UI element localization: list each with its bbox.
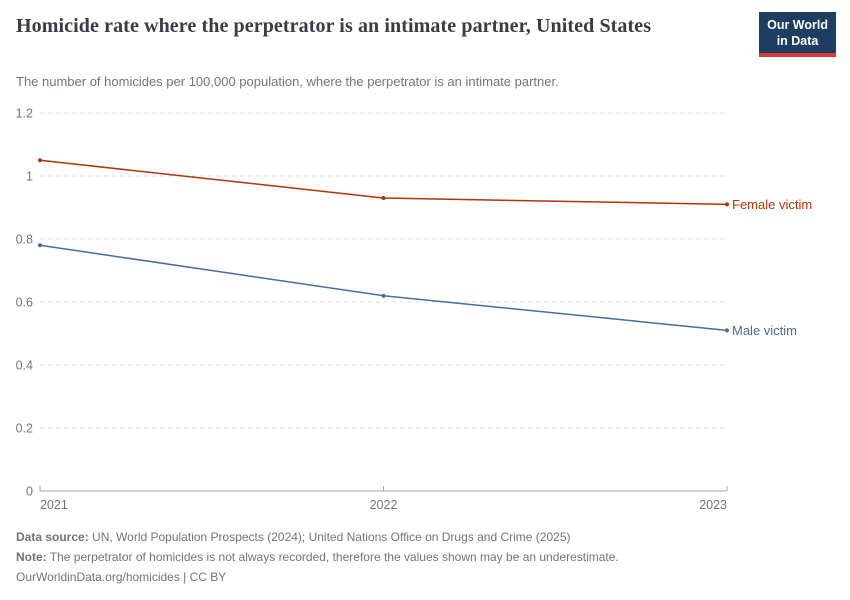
owid-logo-line1: Our World <box>767 18 828 32</box>
x-tick-label: 2022 <box>370 498 398 512</box>
line-chart-canvas: 0 0.2 0.4 0.6 0.8 1 1.2 2021 2022 2023 Female vict… <box>16 107 813 513</box>
data-point-female-victim[interactable] <box>38 158 42 163</box>
owid-logo-line2: in Data <box>776 33 819 48</box>
data-source-text: UN, World Population Prospects (2024); U… <box>88 530 571 544</box>
owid-logo[interactable]: Our World in Data <box>759 12 836 58</box>
x-tick-label: 2021 <box>40 498 68 512</box>
series-label-female-victim[interactable]: Female victim <box>732 197 812 212</box>
attribution-line: OurWorldinData.org/homicides | CC BY <box>16 570 227 584</box>
page-title: Homicide rate where the perpetrator is a… <box>16 15 652 37</box>
data-source-label: Data source: <box>16 530 89 544</box>
note-text: The perpetrator of homicides is not alwa… <box>46 550 619 564</box>
y-tick-label: 1.2 <box>16 107 33 121</box>
data-point-male-victim[interactable] <box>381 293 386 298</box>
note-line: Note: The perpetrator of homicides is no… <box>16 547 826 567</box>
page-subtitle: The number of homicides per 100,000 popu… <box>16 74 559 89</box>
y-tick-label: 0.4 <box>16 359 33 373</box>
y-tick-label: 0.6 <box>16 296 33 310</box>
data-point-male-victim[interactable] <box>38 243 42 248</box>
chart-footer: Data source: UN, World Population Prospe… <box>16 527 826 587</box>
x-tick-label: 2023 <box>699 498 727 512</box>
data-point-female-victim[interactable] <box>725 202 729 207</box>
data-point-female-victim[interactable] <box>381 196 386 201</box>
y-tick-label: 1 <box>26 170 33 184</box>
note-label: Note: <box>16 550 47 564</box>
y-tick-label: 0 <box>26 485 33 499</box>
series-label-male-victim[interactable]: Male victim <box>732 323 797 338</box>
y-tick-label: 0.2 <box>16 422 33 436</box>
series-line-male-victim <box>39 244 728 332</box>
data-source-line: Data source: UN, World Population Prospe… <box>16 527 826 547</box>
y-tick-label: 0.8 <box>16 233 33 247</box>
data-point-male-victim[interactable] <box>725 328 729 333</box>
